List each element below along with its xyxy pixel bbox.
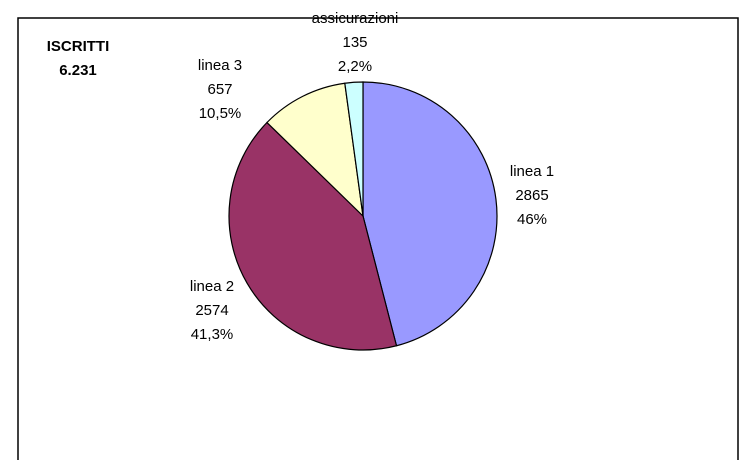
slice-percent: 46%	[517, 211, 547, 228]
chart-subtitle: 6.231	[59, 62, 97, 79]
slice-percent: 2,2%	[338, 58, 372, 75]
chart-frame	[17, 17, 739, 460]
slice-label: assicurazioni	[312, 10, 399, 27]
slice-value: 2574	[195, 302, 228, 319]
slice-label: linea 2	[190, 278, 234, 295]
pie-slice	[344, 81, 364, 217]
slice-percent: 10,5%	[199, 105, 242, 122]
pie-slice	[362, 81, 498, 347]
slice-label: linea 3	[198, 57, 242, 74]
slice-value: 135	[342, 34, 367, 51]
pie-slice	[228, 121, 398, 351]
pie-slice	[266, 82, 364, 218]
slice-value: 657	[207, 81, 232, 98]
slice-value: 2865	[515, 187, 548, 204]
slice-percent: 41,3%	[191, 326, 234, 343]
chart-title: ISCRITTI	[47, 38, 110, 55]
slice-label: linea 1	[510, 163, 554, 180]
